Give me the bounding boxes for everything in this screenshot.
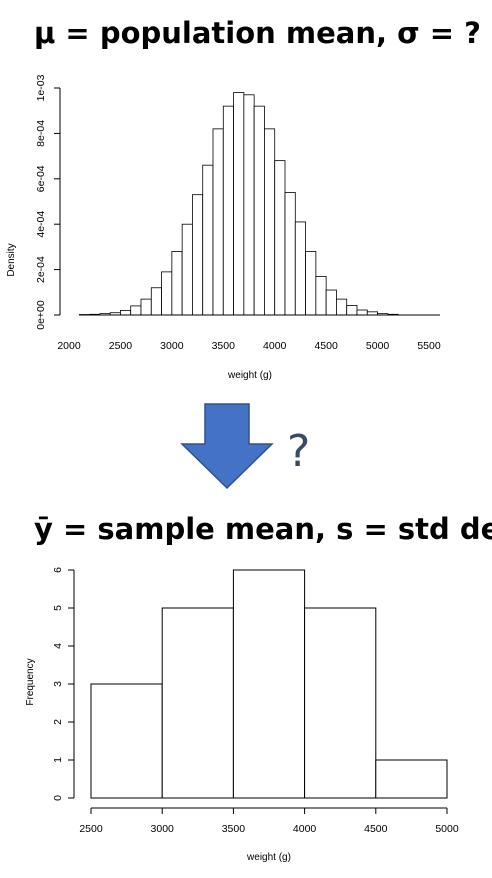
sample-x-tick-label: 3000 <box>151 823 175 835</box>
population-y-tick-label: 1e-03 <box>35 74 47 101</box>
population-bar <box>294 221 306 316</box>
population-bar <box>274 160 286 316</box>
question-mark: ? <box>287 426 310 477</box>
sample-x-tick-label: 4500 <box>364 823 388 835</box>
sample-heading: ȳ = sample mean, s = std dev <box>34 512 492 546</box>
population-bar <box>356 309 368 316</box>
population-x-tick-label: 4500 <box>314 340 338 352</box>
population-y-ticks: 0e+00 2e-04 4e-04 6e-04 8e-04 1e-03 <box>35 74 60 330</box>
arrow-graphic: ? <box>180 403 310 490</box>
population-x-tick-label: 5500 <box>417 340 441 352</box>
sample-y-tick-label: 4 <box>52 643 64 649</box>
population-x-tick-label: 3500 <box>212 340 236 352</box>
population-bar <box>202 164 214 316</box>
sample-x-tick-label: 2500 <box>79 823 103 835</box>
population-bar <box>253 105 265 316</box>
population-bar <box>120 310 132 316</box>
population-bar <box>222 105 234 316</box>
population-y-tick-label: 8e-04 <box>35 120 47 147</box>
sample-bar <box>375 759 448 799</box>
population-bar <box>161 271 173 316</box>
sample-y-tick-label: 6 <box>52 567 64 573</box>
sample-bar <box>161 607 234 799</box>
population-bar <box>346 305 358 316</box>
population-y-axis-label: Density <box>6 243 17 276</box>
population-y-tick-label: 4e-04 <box>35 211 47 238</box>
population-bar <box>140 298 152 316</box>
population-heading: μ = population mean, σ = ? <box>34 16 482 50</box>
sample-y-axis-label: Frequency <box>25 658 36 705</box>
population-bar <box>181 223 193 316</box>
population-x-axis-label: weight (g) <box>227 370 272 381</box>
population-x-tick-label: 3000 <box>160 340 184 352</box>
sample-y-tick-label: 2 <box>52 719 64 725</box>
population-x-ticks: 2000 2500 3000 3500 4000 4500 5000 5500 <box>57 340 441 352</box>
sample-x-axis-label: weight (g) <box>246 852 291 863</box>
population-bar <box>325 289 337 316</box>
population-bar <box>233 92 245 316</box>
population-bar <box>130 305 142 316</box>
sample-x-tick-label: 4000 <box>293 823 317 835</box>
sample-bar <box>304 607 377 799</box>
population-x-tick-label: 2500 <box>109 340 133 352</box>
population-x-tick-label: 4000 <box>263 340 287 352</box>
population-bar <box>284 192 296 316</box>
down-arrow-icon <box>180 403 274 490</box>
population-y-tick-label: 6e-04 <box>35 165 47 192</box>
population-bar <box>315 276 327 316</box>
sample-bar <box>232 569 306 799</box>
population-x-tick-label: 5000 <box>366 340 390 352</box>
population-bar <box>305 251 317 316</box>
population-bar <box>171 251 183 316</box>
sample-histogram: 2500 3000 3500 4000 4500 5000 0 1 2 3 4 5 6 weight … <box>25 567 459 863</box>
population-histogram: 2000 2500 3000 3500 4000 4500 5000 5500 0e+00 2e… <box>6 74 441 381</box>
sample-x-tick-label: 3500 <box>222 823 246 835</box>
population-x-tick-label: 2000 <box>57 340 81 352</box>
sample-bar <box>90 683 163 799</box>
sample-y-tick-label: 3 <box>52 681 64 687</box>
sample-bars <box>90 569 448 799</box>
population-bar <box>150 287 162 316</box>
sample-x-ticks: 2500 3000 3500 4000 4500 5000 <box>79 808 459 835</box>
population-y-tick-label: 2e-04 <box>35 256 47 283</box>
population-y-tick-label: 0e+00 <box>35 300 47 330</box>
sample-y-ticks: 0 1 2 3 4 5 6 <box>52 567 74 801</box>
population-bar <box>336 298 348 316</box>
population-bars <box>78 92 399 316</box>
sample-y-tick-label: 5 <box>52 605 64 611</box>
sample-y-tick-label: 1 <box>52 757 64 763</box>
population-bar <box>264 128 276 316</box>
sample-y-tick-label: 0 <box>52 795 64 801</box>
population-bar <box>192 194 204 316</box>
population-bar <box>212 128 224 316</box>
population-bar <box>243 94 255 316</box>
sample-x-tick-label: 5000 <box>435 823 459 835</box>
